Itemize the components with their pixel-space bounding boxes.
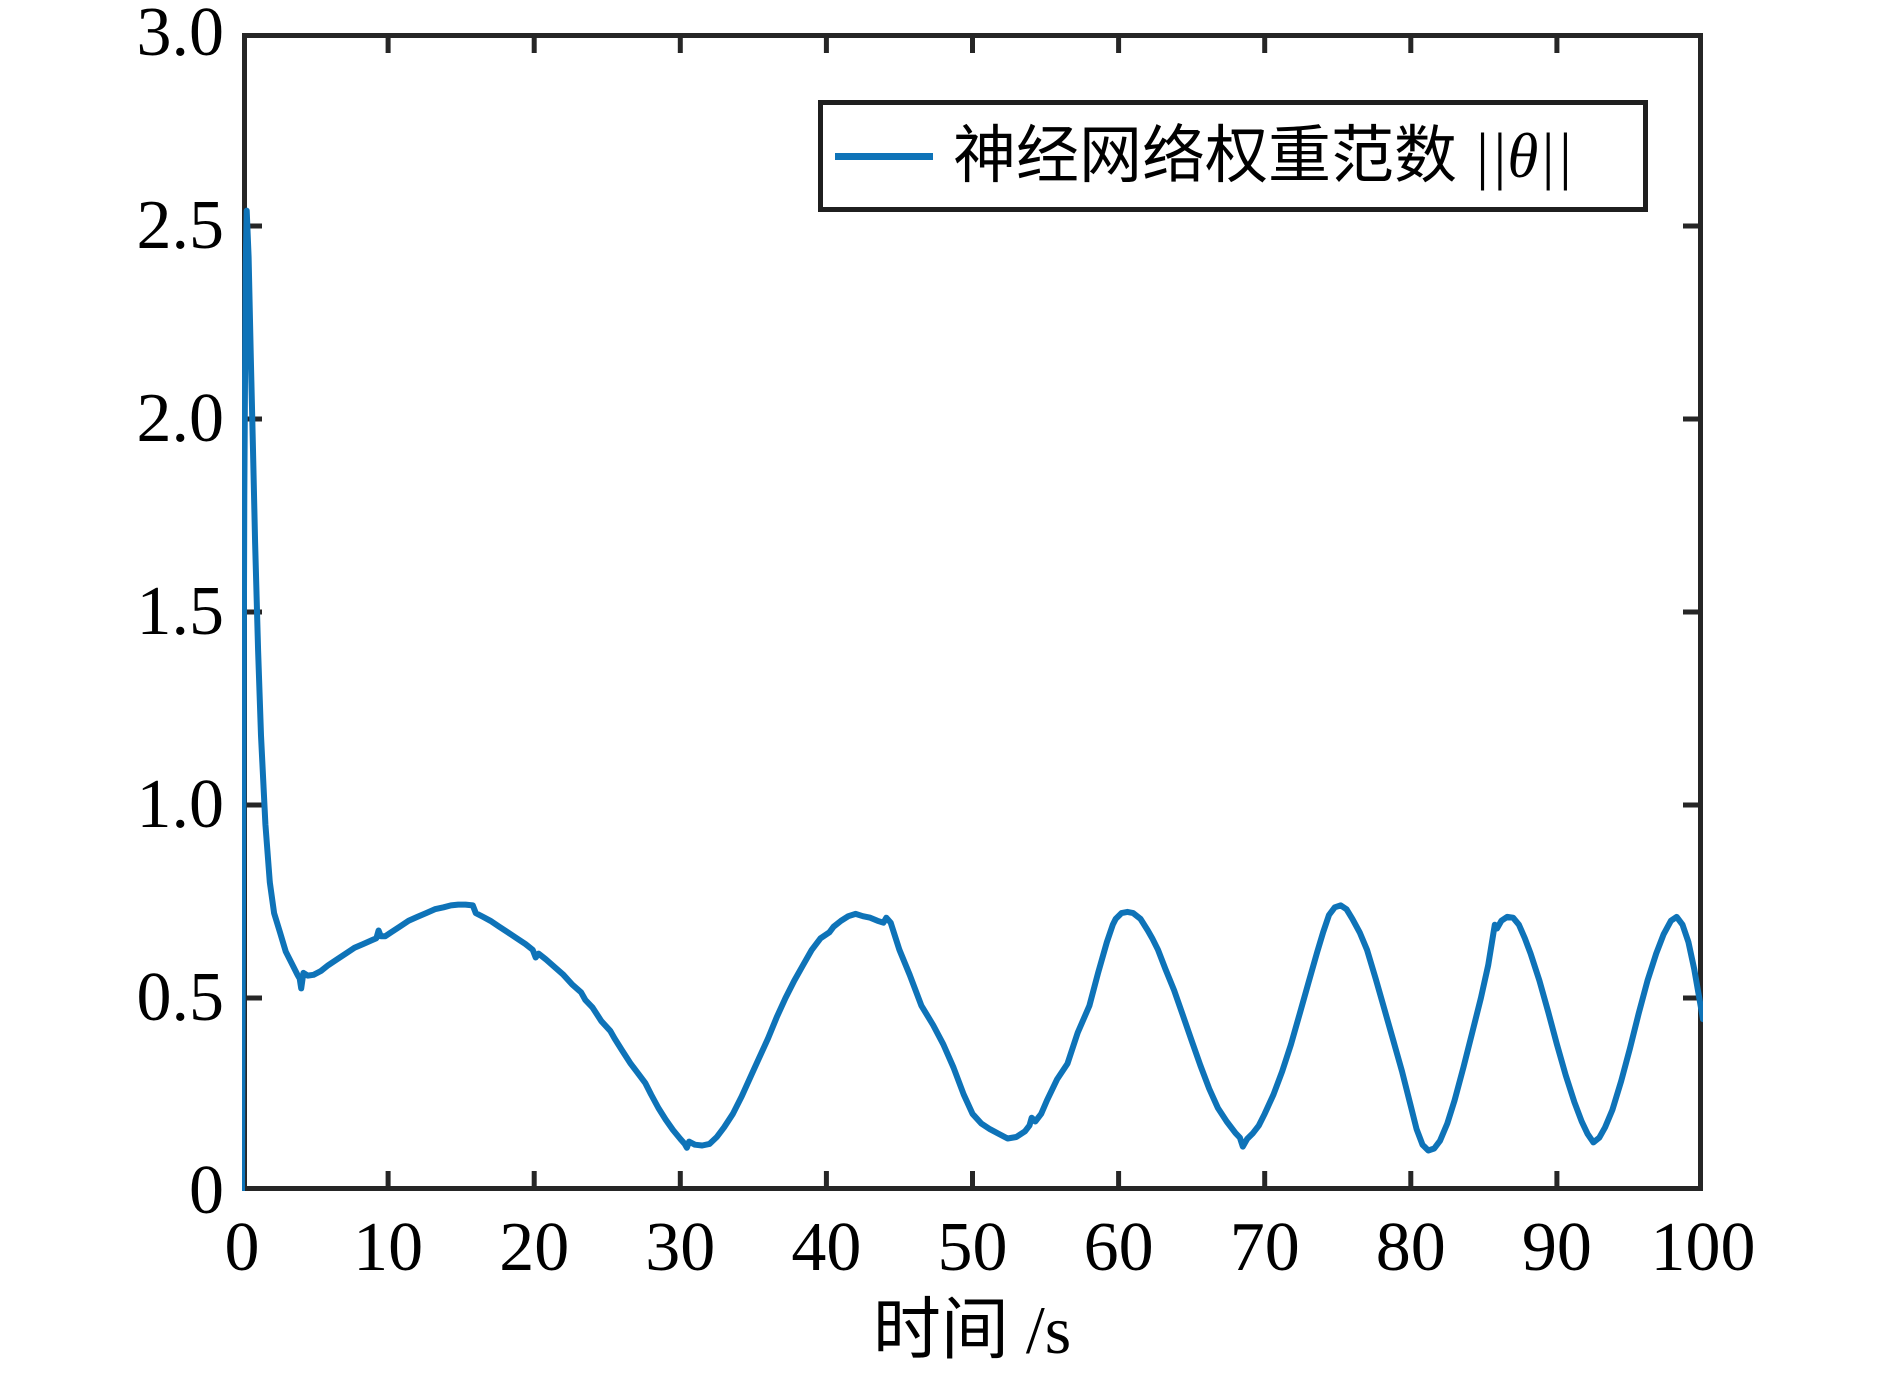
legend-label: 神经网络权重范数 ||θ|| bbox=[953, 106, 1573, 206]
x-tick-label: 90 bbox=[1521, 1209, 1592, 1286]
y-tick-label: 0 bbox=[189, 1152, 224, 1229]
y-tick-label: 1.0 bbox=[136, 766, 225, 843]
x-axis-label: 时间 /s bbox=[872, 1292, 1072, 1368]
line-plot bbox=[242, 33, 1703, 1191]
x-tick-label: 80 bbox=[1375, 1209, 1446, 1286]
legend-label-text: 神经网络权重范数 bbox=[953, 121, 1473, 191]
x-tick-label: 10 bbox=[353, 1209, 424, 1286]
x-tick-label: 100 bbox=[1650, 1209, 1756, 1286]
y-tick-label: 3.0 bbox=[136, 0, 225, 71]
y-tick-label: 2.0 bbox=[136, 380, 225, 457]
x-tick-label: 50 bbox=[937, 1209, 1008, 1286]
legend: 神经网络权重范数 ||θ|| bbox=[818, 100, 1648, 212]
x-tick-label: 30 bbox=[645, 1209, 716, 1286]
plot-area bbox=[242, 33, 1703, 1191]
x-tick-label: 0 bbox=[224, 1209, 260, 1286]
x-tick-label: 70 bbox=[1229, 1209, 1300, 1286]
legend-label-math: ||θ|| bbox=[1472, 121, 1573, 191]
y-tick-label: 2.5 bbox=[136, 187, 225, 264]
y-tick-label: 1.5 bbox=[136, 573, 225, 650]
x-tick-label: 20 bbox=[499, 1209, 570, 1286]
legend-line-sample bbox=[835, 152, 933, 160]
y-tick-label: 0.5 bbox=[136, 959, 225, 1036]
x-tick-label: 60 bbox=[1083, 1209, 1154, 1286]
x-tick-label: 40 bbox=[791, 1209, 862, 1286]
